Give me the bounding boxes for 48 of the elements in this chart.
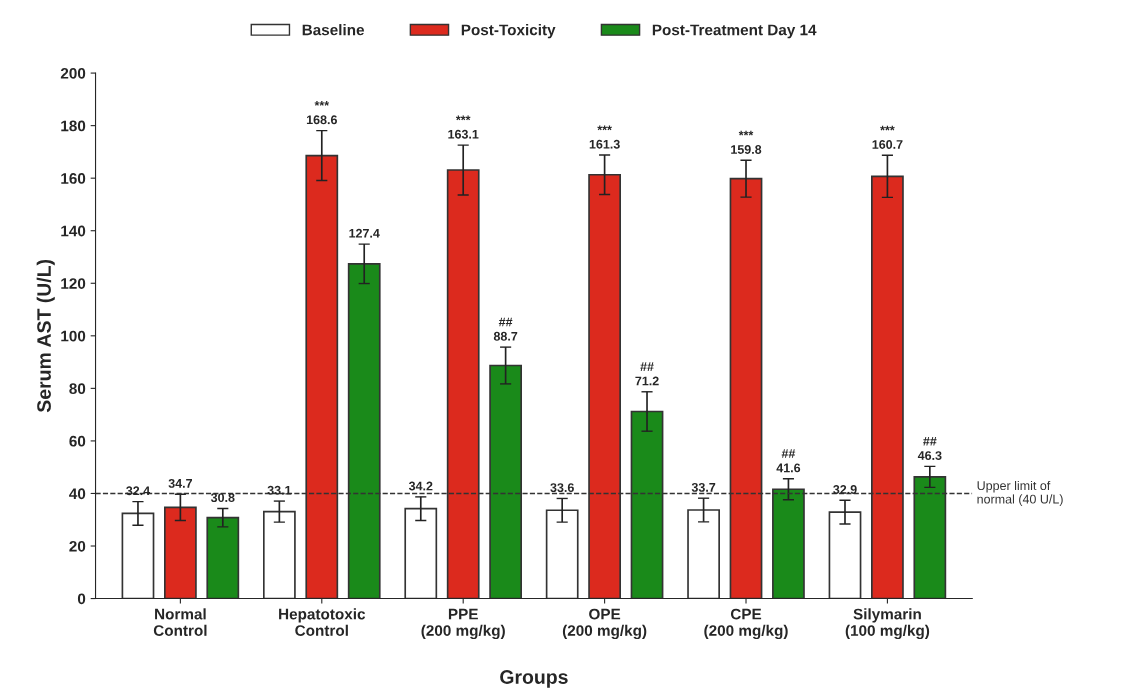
y-tick-label: 180 [61,120,86,132]
y-tick-label: 100 [61,330,86,342]
x-tick-label: Silymarin (100 mg/kg) [845,608,930,640]
data-label: ## 71.2 [635,362,659,386]
bar [206,516,240,599]
bar [545,509,579,599]
bar [121,512,155,599]
data-label: 33.7 [691,482,716,492]
data-label: ## 88.7 [493,317,518,341]
data-label: *** 161.3 [589,125,620,149]
y-tick-label: 140 [61,225,86,237]
x-tick-label: PPE (200 mg/kg) [421,608,505,640]
bar [687,509,720,599]
data-label: *** 168.6 [306,101,337,125]
data-label: 30.8 [210,493,235,503]
data-label: 34.2 [408,481,433,491]
x-tick-label: Hepatotoxic Control [279,608,366,636]
bar [163,506,197,599]
y-tick-label: 60 [69,435,86,447]
data-label: 127.4 [349,228,380,238]
data-label: 33.1 [267,485,292,495]
x-tick-label: CPE (200 mg/kg) [704,608,788,640]
x-tick-label: Normal Control [153,608,207,636]
legend-label: Post-Treatment Day 14 [652,24,817,39]
x-axis-title: Groups [500,670,568,688]
data-label: 33.6 [550,483,574,493]
x-tick-label: OPE (200 mg/kg) [562,608,647,640]
bar [404,507,438,599]
data-label: ## 41.6 [776,449,801,473]
y-tick-label: 200 [60,67,86,79]
y-tick-label: 80 [69,383,86,395]
y-axis-title: Serum AST (U/L) [36,259,55,413]
y-tick-label: 0 [77,593,86,605]
data-label: *** 159.8 [731,130,762,154]
y-tick-label: 20 [69,540,86,552]
data-label: 32.9 [833,485,857,494]
data-label: *** 163.1 [448,115,479,139]
ref-line-label: Upper limit of normal (40 U/L) [977,480,1063,507]
bar [262,510,296,599]
data-label: 34.7 [168,478,192,488]
data-label: ## 46.3 [917,436,942,461]
legend-label: Post-Toxicity [461,24,556,39]
y-tick-label: 40 [69,488,86,500]
bar [828,511,862,599]
legend-label: Baseline [302,24,365,36]
data-label: *** 160.7 [872,125,903,149]
y-tick-label: 120 [61,278,86,289]
y-tick-label: 160 [61,173,86,184]
